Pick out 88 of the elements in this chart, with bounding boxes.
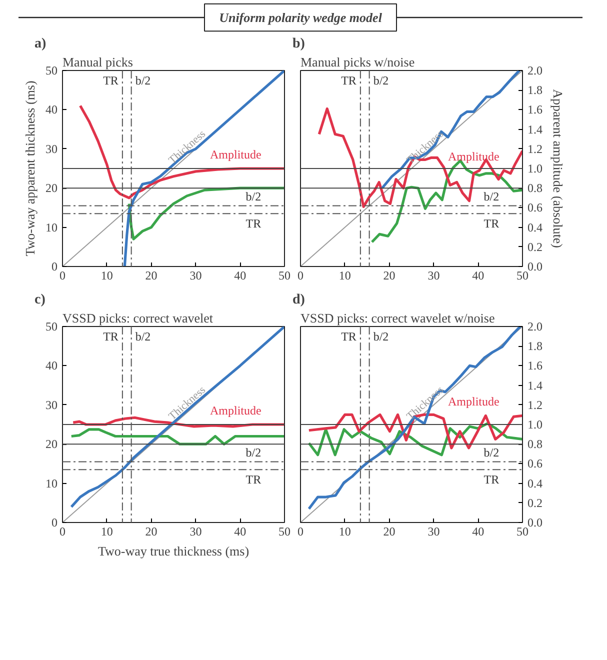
y2-tick-label: 1.8 bbox=[528, 339, 542, 354]
y-tick-label: 40 bbox=[46, 358, 58, 373]
text: b) bbox=[292, 36, 306, 52]
x-tick-label: 40 bbox=[472, 268, 484, 282]
y2-tick-label: 1.4 bbox=[528, 122, 542, 136]
text: a) bbox=[34, 36, 46, 52]
x-tick-label: 20 bbox=[383, 268, 396, 282]
y2-tick-label: 1.6 bbox=[528, 102, 542, 117]
ref-line-label: TR bbox=[103, 329, 118, 344]
y2-tick-label: 1.6 bbox=[528, 358, 542, 373]
y-tick-label: 0 bbox=[52, 516, 58, 530]
ref-line-label: b/2 bbox=[373, 329, 389, 344]
y2-tick-label: 1.4 bbox=[528, 378, 542, 392]
x-tick-label: 20 bbox=[383, 524, 396, 538]
ref-line-label: TR bbox=[484, 472, 500, 487]
x-tick-label: 40 bbox=[472, 524, 484, 538]
y-tick-label: 10 bbox=[46, 220, 58, 234]
chart-title: VSSD picks: correct wavelet bbox=[62, 310, 214, 326]
y2-tick-label: 0.2 bbox=[528, 496, 542, 510]
x-tick-label: 10 bbox=[338, 524, 351, 538]
x-tick-label: 30 bbox=[190, 268, 202, 282]
ref-line-label: b/2 bbox=[373, 73, 389, 88]
y2-tick-label: 0.0 bbox=[528, 260, 542, 274]
y2-tick-label: 1.0 bbox=[528, 418, 542, 432]
x-tick-label: 40 bbox=[234, 524, 246, 538]
series-label: Amplitude bbox=[448, 394, 500, 409]
y-axis-title: Two-way apparent thickness (ms) bbox=[22, 80, 38, 256]
y2-tick-label: 0.6 bbox=[528, 200, 542, 215]
series-label: Amplitude bbox=[210, 148, 262, 162]
x-tick-label: 0 bbox=[298, 524, 304, 538]
x-tick-label: 0 bbox=[298, 268, 304, 282]
y2-axis-title: Apparent amplitude (absolute) bbox=[550, 89, 566, 248]
y2-tick-label: 2.0 bbox=[528, 64, 542, 78]
x-tick-label: 30 bbox=[428, 268, 440, 282]
ref-line-label: TR bbox=[246, 216, 262, 231]
y2-tick-label: 0.6 bbox=[528, 456, 542, 471]
y2-tick-label: 1.0 bbox=[528, 162, 542, 176]
y2-tick-label: 0.8 bbox=[528, 437, 542, 452]
y2-tick-label: 0.2 bbox=[528, 240, 542, 254]
ref-line-label: b/2 bbox=[484, 446, 500, 460]
x-tick-label: 40 bbox=[234, 268, 246, 282]
x-tick-label: 20 bbox=[145, 268, 158, 282]
text: Uniform polarity wedge model bbox=[219, 10, 382, 25]
y2-tick-label: 1.2 bbox=[528, 142, 542, 156]
y-tick-label: 40 bbox=[46, 102, 58, 117]
x-tick-label: 20 bbox=[145, 524, 158, 538]
ref-line-label: b/2 bbox=[484, 190, 500, 204]
ref-line-label: b/2 bbox=[246, 190, 262, 204]
chart-title: Manual picks bbox=[62, 54, 133, 70]
ref-line-label: TR bbox=[341, 329, 356, 344]
x-tick-label: 30 bbox=[190, 524, 202, 538]
y2-tick-label: 0.8 bbox=[528, 181, 542, 196]
x-tick-label: 50 bbox=[278, 524, 290, 538]
x-tick-label: 50 bbox=[516, 524, 528, 538]
y2-tick-label: 2.0 bbox=[528, 320, 542, 334]
ref-line-label: b/2 bbox=[135, 329, 151, 344]
x-tick-label: 10 bbox=[100, 524, 113, 538]
x-tick-label: 50 bbox=[278, 268, 290, 282]
y-tick-label: 0 bbox=[52, 260, 58, 274]
ref-line-label: b/2 bbox=[135, 73, 151, 88]
y-tick-label: 50 bbox=[46, 320, 58, 334]
y2-tick-label: 0.4 bbox=[528, 220, 542, 234]
y-tick-label: 20 bbox=[46, 181, 58, 196]
y2-tick-label: 1.2 bbox=[528, 398, 542, 412]
y-tick-label: 50 bbox=[46, 64, 58, 78]
x-tick-label: 30 bbox=[428, 524, 440, 538]
ref-line-label: TR bbox=[246, 472, 262, 487]
series-label: Amplitude bbox=[448, 149, 500, 164]
y2-tick-label: 0.4 bbox=[528, 476, 542, 490]
x-tick-label: 50 bbox=[516, 268, 528, 282]
y-tick-label: 10 bbox=[46, 476, 58, 490]
x-axis-title: Two-way true thickness (ms) bbox=[98, 544, 250, 558]
ref-line-label: TR bbox=[341, 73, 356, 88]
y2-tick-label: 0.0 bbox=[528, 516, 542, 530]
series-label: Amplitude bbox=[210, 404, 262, 418]
x-tick-label: 10 bbox=[100, 268, 113, 282]
y2-tick-label: 1.8 bbox=[528, 83, 542, 98]
chart-title: VSSD picks: correct wavelet w/noise bbox=[300, 310, 495, 326]
x-tick-label: 10 bbox=[338, 268, 351, 282]
text: c) bbox=[34, 292, 46, 308]
y-tick-label: 20 bbox=[46, 437, 58, 452]
text: d) bbox=[292, 292, 306, 308]
y-tick-label: 30 bbox=[46, 398, 58, 412]
ref-line-label: TR bbox=[484, 216, 500, 231]
ref-line-label: b/2 bbox=[246, 446, 262, 460]
y-tick-label: 30 bbox=[46, 142, 58, 156]
chart-title: Manual picks w/noise bbox=[300, 54, 415, 70]
ref-line-label: TR bbox=[103, 73, 118, 88]
